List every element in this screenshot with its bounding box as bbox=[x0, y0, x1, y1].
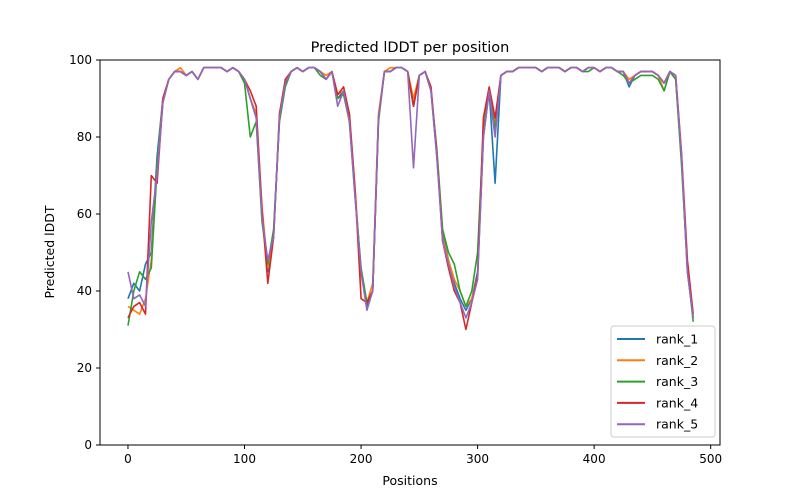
x-tick-label: 400 bbox=[583, 452, 606, 466]
legend-label-rank_4: rank_4 bbox=[656, 395, 698, 410]
y-tick-label: 0 bbox=[84, 438, 92, 452]
legend: rank_1 rank_2 rank_3 rank_4 rank_5 bbox=[610, 325, 716, 438]
plot-frame bbox=[99, 59, 721, 446]
y-tick-label: 60 bbox=[77, 207, 92, 221]
legend-label-rank_2: rank_2 bbox=[656, 353, 698, 368]
y-tick-label: 40 bbox=[77, 284, 92, 298]
x-tick-label: 100 bbox=[233, 452, 256, 466]
legend-box bbox=[610, 325, 716, 438]
chart-title: Predicted lDDT per position bbox=[311, 40, 510, 56]
legend-label-rank_5: rank_5 bbox=[656, 417, 698, 432]
y-tick-label: 80 bbox=[77, 130, 92, 144]
series-lines bbox=[127, 66, 694, 331]
x-tick-label: 0 bbox=[124, 452, 132, 466]
legend-label-rank_3: rank_3 bbox=[656, 374, 698, 389]
series-line-rank_5 bbox=[127, 66, 694, 319]
x-tick-label: 500 bbox=[699, 452, 722, 466]
x-axis-label: Positions bbox=[382, 473, 437, 488]
x-tick-label: 200 bbox=[350, 452, 373, 466]
x-tick-label: 300 bbox=[466, 452, 489, 466]
y-axis-label: Predicted lDDT bbox=[42, 205, 57, 298]
legend-label-rank_1: rank_1 bbox=[656, 332, 698, 347]
y-tick-label: 20 bbox=[77, 361, 92, 375]
axis-ticks: 0 100 200 300 400 500 0 20 40 60 80 100 bbox=[69, 53, 722, 466]
y-tick-label: 100 bbox=[69, 53, 92, 67]
